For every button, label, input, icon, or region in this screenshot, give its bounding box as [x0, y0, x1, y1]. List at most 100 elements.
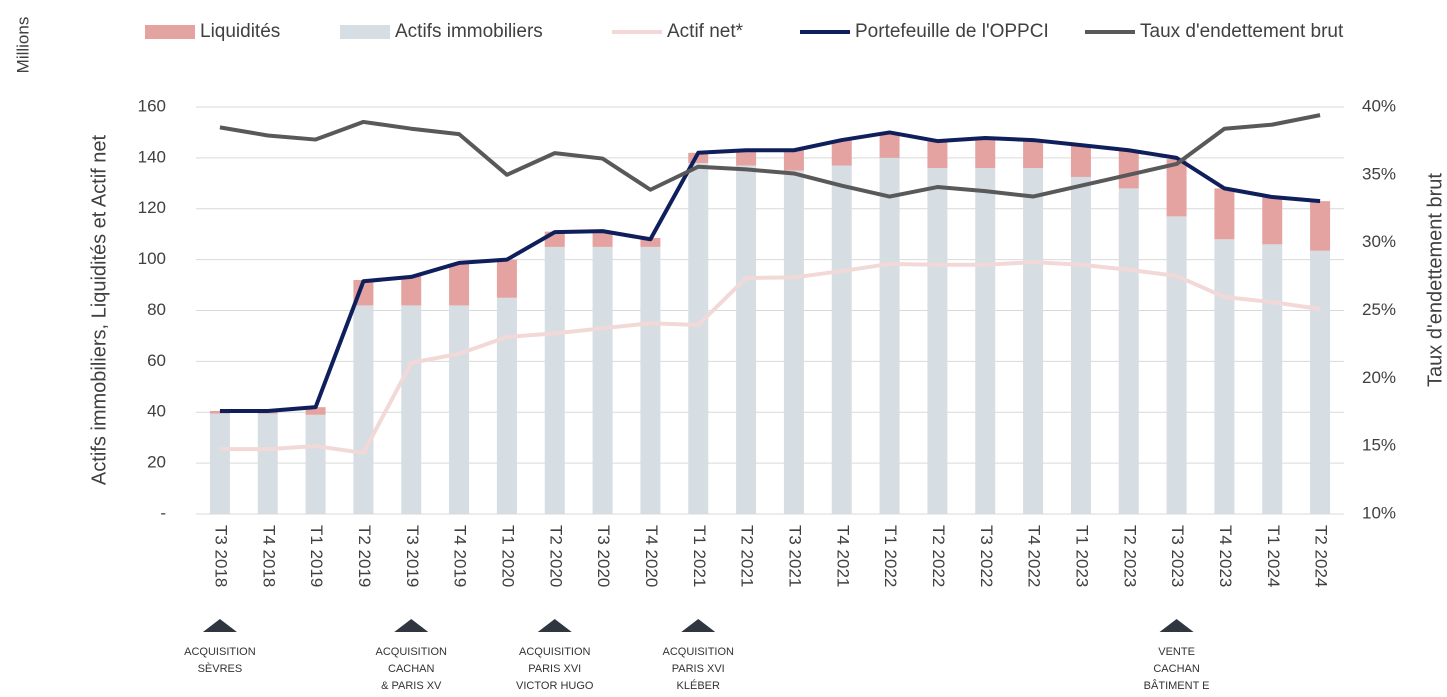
bar-segment [449, 263, 470, 306]
bar-segment [592, 231, 613, 247]
y-tick-label: 120 [138, 198, 166, 217]
bar-segment [927, 168, 948, 515]
bar-segment [736, 165, 757, 514]
x-tick-label: T3 2023 [1168, 525, 1187, 587]
y-tick-label: 160 [138, 96, 166, 115]
bar-segment [831, 140, 852, 166]
x-tick-label: T4 2022 [1025, 525, 1044, 587]
bar-segment [1214, 239, 1235, 514]
annotation-text: PARIS XVI [528, 663, 581, 675]
x-tick-label: T2 2021 [738, 525, 757, 587]
bar-segment [688, 152, 709, 163]
x-tick-label: T4 2018 [259, 525, 278, 587]
bar-segment [736, 150, 757, 166]
bar-segment [879, 132, 900, 158]
bar-segment [927, 141, 948, 169]
bar-segment [1023, 140, 1044, 169]
bar-segment [1310, 201, 1331, 251]
bar-segment [783, 150, 804, 171]
annotation-text: CACHAN [388, 663, 435, 675]
y-tick-label: - [160, 503, 166, 522]
y-tick-label: 140 [138, 147, 166, 166]
annotation-marker [537, 619, 572, 632]
unit-label: Millions [13, 17, 32, 74]
bar-segment [496, 297, 517, 514]
annotation-marker [394, 619, 429, 632]
bar-segment [1262, 244, 1283, 515]
x-tick-label: T1 2022 [881, 525, 900, 587]
x-tick-label: T4 2021 [833, 525, 852, 587]
bar-segment [353, 305, 374, 514]
x-tick-label: T4 2019 [451, 525, 470, 587]
x-tick-label: T2 2023 [1120, 525, 1139, 587]
bar-segment [592, 246, 613, 514]
x-tick-label: T2 2022 [929, 525, 948, 587]
legend-label: Taux d'endettement brut [1140, 21, 1344, 42]
annotation-text: ACQUISITION [184, 646, 256, 658]
y2-axis-label: Taux d'endettement brut [1424, 173, 1446, 387]
bar-segment [1214, 188, 1235, 240]
y2-tick-label: 10% [1362, 503, 1396, 522]
legend-label: Actif net* [667, 21, 744, 42]
x-tick-label: T1 2020 [498, 525, 517, 587]
x-tick-label: T3 2022 [977, 525, 996, 587]
x-tick-label: T3 2021 [785, 525, 804, 587]
y2-tick-label: 15% [1362, 436, 1396, 455]
x-tick-label: T1 2019 [307, 525, 326, 587]
bar-segment [1070, 145, 1091, 177]
y-tick-label: 40 [147, 402, 166, 421]
annotation-text: SÈVRES [198, 662, 243, 675]
bar-segment [783, 170, 804, 514]
bar-segment [496, 259, 517, 298]
bar-segment [209, 413, 230, 514]
x-tick-label: T1 2024 [1264, 525, 1283, 587]
y2-tick-label: 20% [1362, 368, 1396, 387]
x-tick-label: T4 2020 [642, 525, 661, 587]
x-tick-label: T1 2021 [690, 525, 709, 587]
bar-segment [305, 414, 326, 514]
legend-label: Portefeuille de l'OPPCI [855, 21, 1049, 42]
bar-segment [640, 238, 661, 247]
y-tick-label: 80 [147, 300, 166, 319]
annotation-text: ACQUISITION [519, 646, 591, 658]
annotation-text: VICTOR HUGO [516, 680, 594, 692]
bar-segment [688, 162, 709, 514]
legend-swatch [145, 25, 195, 39]
y2-tick-label: 40% [1362, 96, 1396, 115]
bar-segment [975, 138, 996, 169]
x-tick-label: T3 2019 [403, 525, 422, 587]
legend-label: Liquidités [200, 21, 280, 42]
bar-segment [975, 168, 996, 515]
y-tick-label: 60 [147, 351, 166, 370]
annotation-text: ACQUISITION [662, 646, 734, 658]
annotation-marker [681, 619, 716, 632]
annotation-text: VENTE [1158, 646, 1195, 658]
y-tick-label: 20 [147, 453, 166, 472]
y2-tick-label: 25% [1362, 300, 1396, 319]
legend-swatch [340, 25, 390, 39]
bar-segment [831, 165, 852, 514]
annotation-text: ACQUISITION [375, 646, 447, 658]
bar-segment [1118, 150, 1139, 189]
x-tick-label: T2 2019 [355, 525, 374, 587]
x-tick-label: T4 2023 [1216, 525, 1235, 587]
bar-segment [305, 407, 326, 415]
annotation-marker [1159, 619, 1194, 632]
bar-segment [1166, 159, 1187, 217]
bar-segment [401, 276, 422, 306]
bar-segment [257, 413, 278, 514]
x-tick-label: T3 2018 [211, 525, 230, 587]
y-tick-label: 100 [138, 249, 166, 268]
annotation-text: CACHAN [1153, 663, 1200, 675]
bar-segment [1118, 188, 1139, 514]
y2-tick-label: 35% [1362, 164, 1396, 183]
annotation-text: BÂTIMENT E [1144, 679, 1210, 692]
bar-segment [1023, 168, 1044, 515]
annotation-text: KLÉBER [677, 679, 720, 692]
line-series [219, 260, 1321, 455]
line-series [219, 130, 1321, 413]
bar-segment [879, 157, 900, 514]
bar-segment [449, 305, 470, 514]
annotation-text: & PARIS XV [381, 680, 442, 692]
bar-segment [401, 305, 422, 514]
